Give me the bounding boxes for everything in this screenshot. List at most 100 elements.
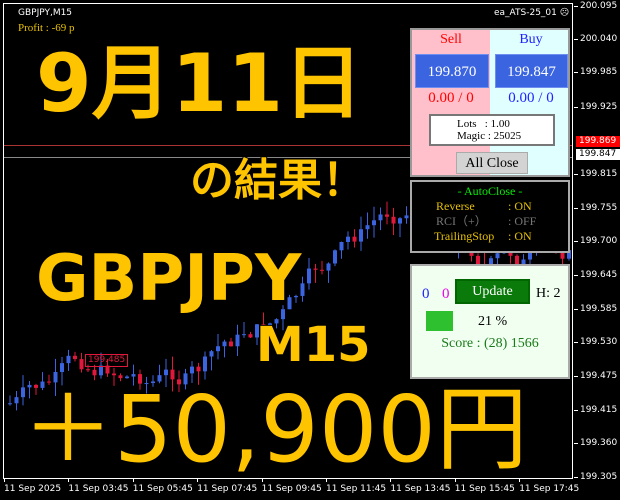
candle-body bbox=[495, 253, 500, 259]
price-label: 199.415 bbox=[580, 405, 618, 415]
price-label: 199.305 bbox=[580, 472, 618, 482]
update-button[interactable]: Update bbox=[455, 279, 530, 304]
overlay-result: の結果！ bbox=[189, 155, 367, 206]
candle-body bbox=[385, 214, 389, 217]
candle-body bbox=[190, 366, 194, 374]
trade-panel: Sell Buy 199.870 199.847 0.00 / 0 0.00 /… bbox=[410, 28, 570, 177]
candle-body bbox=[164, 369, 168, 376]
candle-body bbox=[203, 356, 207, 372]
candle-body bbox=[235, 334, 240, 347]
candle-body bbox=[229, 341, 233, 347]
axis-tick bbox=[574, 376, 578, 377]
candle-body bbox=[66, 355, 71, 364]
candle-body bbox=[144, 383, 149, 385]
axis-tick bbox=[574, 275, 578, 276]
count-blue: 0 bbox=[422, 286, 430, 302]
candle-body bbox=[157, 375, 162, 382]
percent-text: 21 % bbox=[478, 314, 508, 329]
candle-body bbox=[560, 248, 565, 259]
candle-body bbox=[242, 334, 246, 336]
candle-body bbox=[274, 319, 279, 324]
candle-body bbox=[118, 375, 123, 379]
candle-body bbox=[21, 387, 25, 398]
candle-body bbox=[196, 366, 201, 372]
autoclose-panel: - AutoClose - Reverse: ON RCI（+）: OFF Tr… bbox=[410, 180, 570, 253]
bid-line bbox=[4, 145, 572, 146]
axis-tick bbox=[574, 72, 578, 73]
time-label: 11 Sep 07:45 bbox=[197, 484, 258, 494]
all-close-button[interactable]: All Close bbox=[456, 152, 528, 174]
candle-body bbox=[112, 373, 116, 376]
candle-body bbox=[567, 250, 571, 259]
axis-tick bbox=[574, 342, 578, 343]
autoclose-row: RCI（+）: OFF bbox=[436, 214, 537, 228]
time-label: 11 Sep 11:45 bbox=[326, 484, 387, 494]
axis-tick bbox=[574, 6, 578, 7]
candle-body bbox=[378, 214, 383, 221]
candle-body bbox=[255, 324, 259, 338]
candle-body bbox=[99, 365, 103, 376]
price-label: 199.755 bbox=[580, 203, 618, 213]
score-text: Score : (28) 1566 bbox=[441, 336, 539, 351]
candle-body bbox=[476, 255, 480, 266]
lots-text: Lots : 1.00 bbox=[457, 118, 510, 130]
overlay-date: 9月11日 bbox=[35, 37, 364, 130]
candle-body bbox=[515, 255, 519, 266]
sell-label: Sell bbox=[440, 32, 462, 47]
candle-body bbox=[105, 365, 110, 374]
autoclose-title: - AutoClose - bbox=[457, 184, 523, 198]
candle-body bbox=[307, 268, 311, 284]
price-label: 199.585 bbox=[580, 304, 618, 314]
time-label: 11 Sep 15:45 bbox=[454, 484, 515, 494]
overlay-timeframe: M15 bbox=[255, 317, 372, 373]
ask-line bbox=[4, 157, 572, 158]
overlay-amount: ＋50,900円 bbox=[22, 376, 529, 479]
h-value: H: 2 bbox=[536, 286, 561, 301]
price-chart[interactable]: GBPJPY,M15 ea_ATS-25_01 ☹ 199.485 Profit… bbox=[3, 3, 573, 479]
candle-body bbox=[281, 309, 285, 320]
candle-body bbox=[8, 403, 12, 405]
bid-price-tag: 199.869 bbox=[576, 136, 620, 147]
candle-body bbox=[222, 341, 227, 347]
overlay-pair: GBPJPY bbox=[35, 242, 302, 316]
lots-magic-box: Lots : 1.00 Magic : 25025 bbox=[429, 114, 555, 146]
candle-body bbox=[79, 359, 84, 370]
candle-body bbox=[60, 363, 64, 372]
progress-indicator bbox=[426, 311, 453, 331]
count-magenta: 0 bbox=[442, 286, 450, 302]
candle-body bbox=[346, 236, 350, 242]
candle-body bbox=[333, 250, 337, 264]
ea-name: ea_ATS-25_01 ☹ bbox=[494, 8, 570, 18]
candle-body bbox=[359, 229, 363, 242]
candle-body bbox=[326, 263, 331, 271]
sell-button[interactable]: 199.870 bbox=[415, 54, 489, 88]
axis-tick bbox=[574, 309, 578, 310]
time-tick bbox=[261, 478, 263, 482]
candle-body bbox=[261, 324, 266, 328]
autoclose-row: TrailingStop: ON bbox=[434, 229, 532, 243]
candle-body bbox=[528, 251, 532, 260]
sad-face-icon: ☹ bbox=[559, 8, 570, 18]
buy-button[interactable]: 199.847 bbox=[495, 54, 568, 88]
price-label: 200.040 bbox=[580, 34, 618, 44]
price-label: 199.925 bbox=[580, 102, 618, 112]
price-label: 199.360 bbox=[580, 438, 618, 448]
candle-body bbox=[391, 216, 396, 224]
candle-body bbox=[92, 369, 97, 376]
price-label: 199.645 bbox=[580, 270, 618, 280]
candle-body bbox=[131, 374, 136, 377]
chart-symbol: GBPJPY,M15 bbox=[18, 8, 73, 18]
axis-tick bbox=[574, 410, 578, 411]
candle-body bbox=[125, 376, 129, 379]
buy-label: Buy bbox=[519, 32, 543, 47]
price-label: 199.700 bbox=[580, 236, 618, 246]
time-tick bbox=[68, 478, 70, 482]
candle-body bbox=[300, 283, 305, 296]
magic-text: Magic : 25025 bbox=[457, 130, 522, 142]
axis-tick bbox=[574, 477, 578, 478]
time-label: 11 Sep 17:45 bbox=[519, 484, 580, 494]
price-label: 200.095 bbox=[580, 1, 618, 11]
sell-pl: 0.00 / 0 bbox=[428, 90, 474, 106]
status-panel: 0 0 Update H: 2 21 % Score : (28) 1566 bbox=[410, 264, 570, 379]
time-label: 11 Sep 05:45 bbox=[132, 484, 193, 494]
